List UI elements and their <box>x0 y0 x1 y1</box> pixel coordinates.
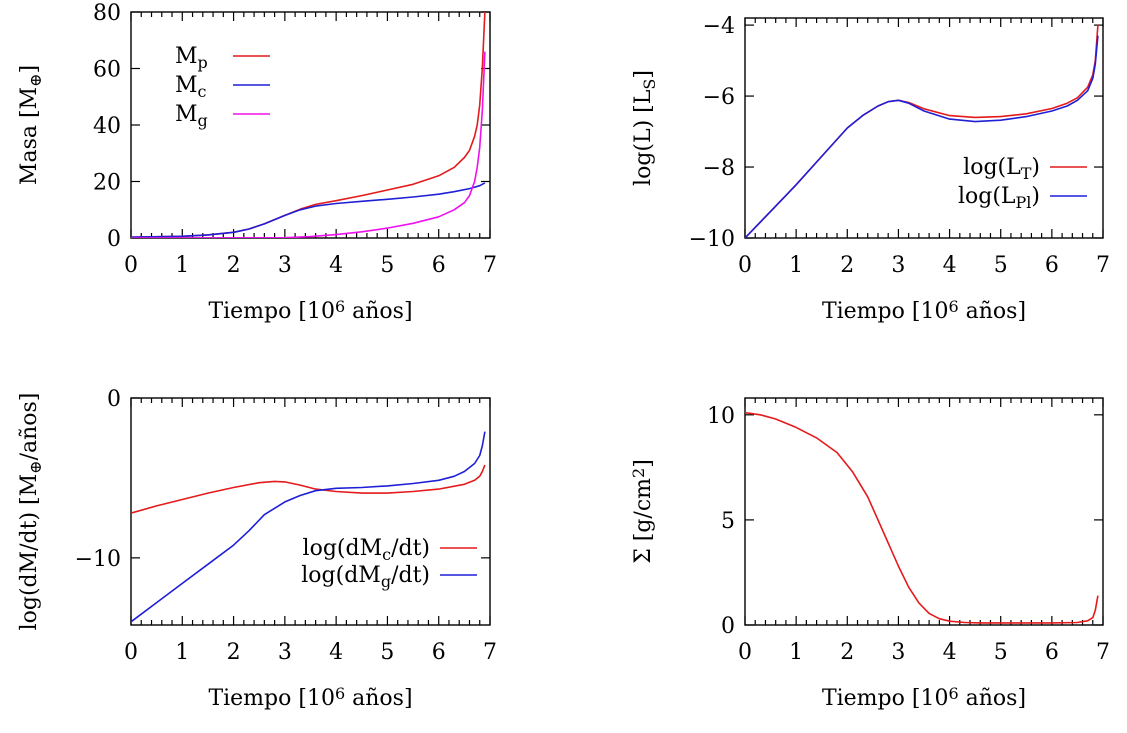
x-tick-label: 6 <box>432 640 446 665</box>
x-tick-label: 1 <box>175 253 189 278</box>
y-tick-label: −4 <box>703 14 735 39</box>
series-line-2 <box>131 431 486 623</box>
legend-label-2: log(LPl) <box>958 184 1040 212</box>
x-tick-label: 6 <box>1045 253 1059 278</box>
x-tick-label: 5 <box>380 253 394 278</box>
x-axis-label: Tiempo [106 años] <box>822 297 1026 324</box>
x-tick-label: 4 <box>329 640 343 665</box>
x-tick-label: 0 <box>124 253 138 278</box>
x-tick-label: 1 <box>175 640 189 665</box>
y-tick-label: −8 <box>703 156 735 181</box>
x-tick-label: 2 <box>840 640 854 665</box>
plot-frame <box>744 397 1104 626</box>
x-tick-label: 6 <box>432 253 446 278</box>
y-tick-label: 40 <box>93 114 121 139</box>
x-axis-label: Tiempo [106 años] <box>822 684 1026 711</box>
chart-panel-2: 0 1 2 3 4 5 6 7 −10 −8 −6 −4 Tiempo [106 años] log(L)… <box>631 14 1110 324</box>
legend-label-1: Mp <box>175 44 208 72</box>
x-tick-label: 2 <box>227 253 241 278</box>
y-tick-label: 5 <box>721 509 735 534</box>
chart-panel-1: 0 1 2 3 4 5 6 7 0 20 40 60 80 Tiempo [106 años] Masa [… <box>17 1 497 324</box>
series-line-1 <box>745 411 1099 624</box>
series-line-3 <box>131 51 486 238</box>
x-tick-label: 1 <box>789 253 803 278</box>
x-tick-label: 4 <box>943 640 957 665</box>
legend-label-2: log(dMg/dt) <box>301 563 430 591</box>
legend-label-3: Mg <box>175 102 208 130</box>
chart-panel-3: 0 1 2 3 4 5 6 7 −10 0 Tiempo [106 años] log(dM/dt) … <box>17 387 497 711</box>
x-tick-label: 2 <box>840 253 854 278</box>
x-axis-label: Tiempo [106 años] <box>208 297 412 324</box>
chart-panel-4: 0 1 2 3 4 5 6 7 0 5 10 Tiempo [106 años] Σ [g/cm2] <box>629 397 1110 711</box>
y-tick-label: 0 <box>107 387 121 412</box>
series-line-1 <box>131 464 486 514</box>
plot-frame <box>744 17 1104 239</box>
legend-label-1: log(dMc/dt) <box>303 536 430 564</box>
y-axis-label: Σ [g/cm2] <box>629 459 656 564</box>
y-axis-label: Masa [M⊕] <box>17 65 45 185</box>
x-tick-label: 1 <box>789 640 803 665</box>
legend-label-1: log(LT) <box>963 155 1040 183</box>
x-tick-label: 4 <box>943 253 957 278</box>
x-axis-label: Tiempo [106 años] <box>208 684 412 711</box>
y-tick-label: −6 <box>703 85 735 110</box>
plot-frame <box>130 397 491 626</box>
x-tick-label: 3 <box>278 640 292 665</box>
y-tick-label: −10 <box>689 227 735 252</box>
x-tick-label: 5 <box>380 640 394 665</box>
x-tick-label: 5 <box>994 640 1008 665</box>
y-tick-label: 60 <box>93 58 121 83</box>
x-tick-label: 7 <box>1096 640 1110 665</box>
y-tick-label: 80 <box>93 1 121 26</box>
y-tick-label: 20 <box>93 171 121 196</box>
x-tick-label: 3 <box>278 253 292 278</box>
y-tick-label: 0 <box>721 614 735 639</box>
y-tick-label: 0 <box>107 227 121 252</box>
x-tick-label: 3 <box>891 640 905 665</box>
y-tick-label: 10 <box>707 404 735 429</box>
x-tick-label: 0 <box>738 640 752 665</box>
y-axis-label: log(dM/dt) [M⊕/años] <box>17 393 45 631</box>
x-tick-label: 5 <box>994 253 1008 278</box>
x-tick-label: 0 <box>738 253 752 278</box>
x-tick-label: 7 <box>483 640 497 665</box>
x-tick-label: 6 <box>1045 640 1059 665</box>
x-tick-label: 4 <box>329 253 343 278</box>
y-axis-label: log(L) [LS] <box>631 70 659 186</box>
series-line-2 <box>131 182 486 238</box>
series-line-2 <box>745 35 1099 238</box>
x-tick-label: 7 <box>483 253 497 278</box>
series-line-1 <box>745 25 1099 238</box>
x-tick-label: 7 <box>1096 253 1110 278</box>
x-tick-label: 0 <box>124 640 138 665</box>
x-tick-label: 3 <box>891 253 905 278</box>
legend-label-2: Mc <box>175 73 207 101</box>
y-tick-label: −10 <box>75 547 121 572</box>
x-tick-label: 2 <box>227 640 241 665</box>
